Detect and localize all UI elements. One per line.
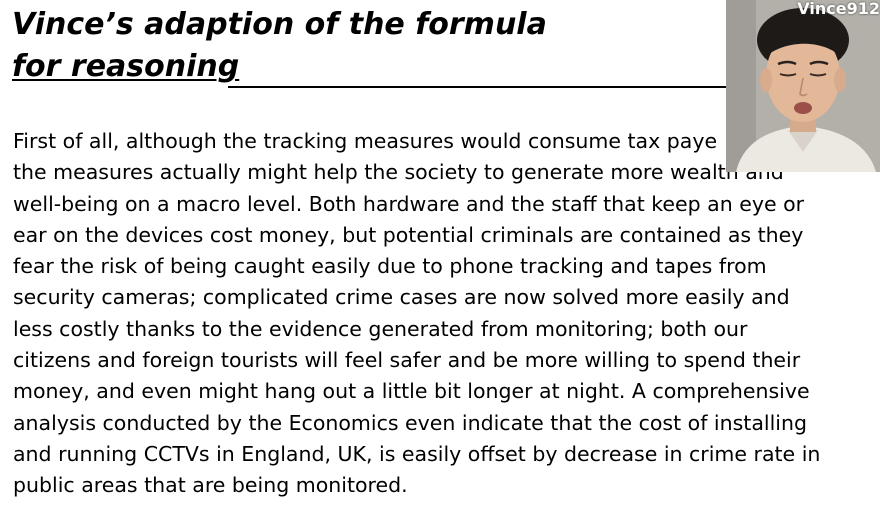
body-line-1: First of all, although the tracking meas… — [13, 129, 718, 153]
slide-title: Vince’s adaption of the formula for reas… — [12, 4, 772, 88]
body-line-4: ear on the devices cost money, but poten… — [13, 222, 804, 247]
slide-body-paragraph: First of all, although the tracking meas… — [13, 126, 843, 502]
body-line-12: public areas that are being monitored. — [13, 473, 408, 498]
body-line-6: security cameras; complicated crime case… — [13, 285, 790, 310]
body-line-9: money, and even might hang out a little … — [13, 379, 810, 404]
slide-title-line-1: Vince’s adaption of the formula — [12, 7, 547, 42]
body-line-5: fear the risk of being caught easily due… — [13, 254, 767, 279]
title-underline-rule — [228, 86, 728, 88]
body-line-7: less costly thanks to the evidence gener… — [13, 316, 748, 341]
presenter-video-frame — [726, 0, 880, 172]
slide-title-line-2: for reasoning — [12, 49, 240, 84]
webcam-overlay[interactable]: Vince912 — [726, 0, 880, 172]
body-line-2: the measures actually might help the soc… — [13, 160, 784, 185]
body-line-10: analysis conducted by the Economics even… — [13, 410, 807, 435]
body-line-8: citizens and foreign tourists will feel … — [13, 348, 801, 373]
body-line-11: and running CCTVs in England, UK, is eas… — [13, 441, 821, 466]
webcam-username-label: Vince912 — [797, 0, 880, 18]
body-line-3: well-being on a macro level. Both hardwa… — [13, 191, 805, 216]
